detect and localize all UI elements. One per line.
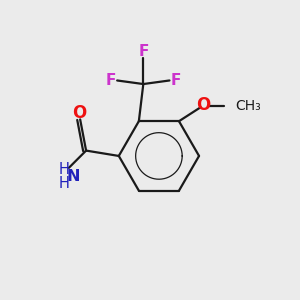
Text: CH₃: CH₃ (235, 99, 261, 113)
Text: H: H (58, 176, 69, 191)
Text: O: O (196, 96, 210, 114)
Text: F: F (138, 44, 148, 59)
Text: H: H (58, 162, 69, 177)
Text: N: N (67, 169, 80, 184)
Text: F: F (171, 73, 181, 88)
Text: O: O (72, 104, 87, 122)
Text: F: F (105, 73, 116, 88)
